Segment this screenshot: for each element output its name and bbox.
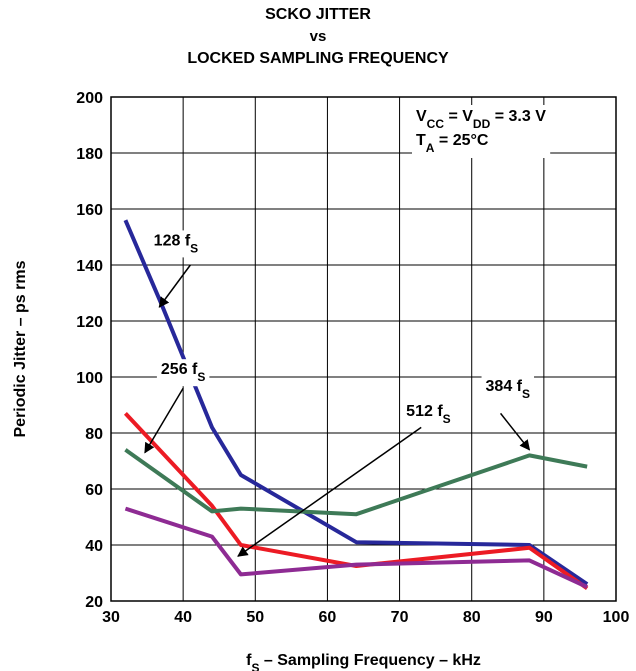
y-tick-label: 80	[85, 426, 103, 443]
tick-labels: 30 40 50 60 70 80 90 100 20 40 60 80 100 120 140 160 180…	[76, 90, 629, 626]
callout-label-384-fs: 384 fS	[486, 378, 530, 401]
condition-temperature: TA = 25°C	[416, 132, 489, 155]
x-tick-label: 40	[174, 609, 192, 626]
y-tick-label: 120	[76, 314, 103, 331]
callout-bg-512-fs	[402, 401, 455, 429]
callout-label-128-fs: 128 fS	[154, 232, 198, 255]
series-line-256-fs	[123, 412, 589, 591]
callout-arrow-512-fs	[237, 426, 422, 557]
callout-arrow-256-fs	[144, 387, 184, 454]
x-tick-label: 50	[246, 609, 264, 626]
y-tick-label: 40	[85, 538, 103, 555]
y-axis-label: Periodic Jitter – ps rms	[12, 260, 29, 437]
chart-title-line-3: LOCKED SAMPLING FREQUENCY	[187, 50, 449, 67]
series-lines	[123, 219, 589, 591]
y-tick-label: 160	[76, 202, 103, 219]
callout-label-512-fs: 512 fS	[406, 403, 450, 426]
conditions-bg	[412, 105, 551, 158]
x-tick-label: 100	[603, 609, 630, 626]
x-tick-label: 70	[391, 609, 409, 626]
x-tick-label: 30	[102, 609, 120, 626]
grid	[110, 96, 617, 602]
condition-supply-voltage: VCC = VDD = 3.3 V	[416, 108, 546, 131]
y-tick-label: 140	[76, 258, 103, 275]
callout-arrow-128-fs	[158, 264, 191, 308]
plot-frame	[110, 96, 617, 602]
callout-label-256-fs: 256 fS	[161, 361, 205, 384]
x-tick-label: 90	[535, 609, 553, 626]
callout-bg-128-fs	[149, 230, 203, 258]
y-tick-label: 20	[85, 594, 103, 611]
y-tick-label: 180	[76, 146, 103, 163]
x-axis-label: fS – Sampling Frequency – kHz	[246, 652, 481, 671]
series-callouts: 128 fS 256 fS 384 fS 512 fS	[144, 230, 535, 557]
series-line-512-fs	[124, 506, 588, 589]
test-conditions: VCC = VDD = 3.3 VTA = 25°C	[412, 105, 551, 158]
chart-title-line-2: vs	[309, 28, 327, 45]
callout-bg-384-fs	[481, 376, 535, 403]
chart-title-line-1: SCKO JITTER	[265, 6, 371, 23]
y-tick-label: 60	[85, 482, 103, 499]
x-tick-label: 60	[319, 609, 337, 626]
y-tick-label: 200	[76, 90, 103, 107]
callout-arrow-384-fs	[499, 412, 531, 451]
series-line-384-fs	[124, 448, 588, 517]
callout-bg-256-fs	[156, 359, 210, 387]
y-tick-label: 100	[76, 370, 103, 387]
x-tick-label: 80	[463, 609, 481, 626]
